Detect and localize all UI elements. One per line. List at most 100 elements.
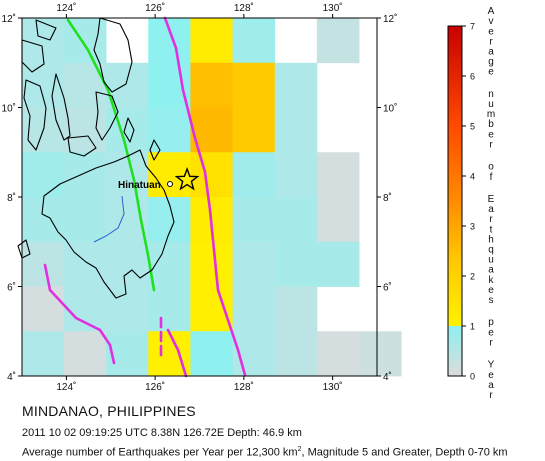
colorbar-title-letter: o [488, 162, 494, 173]
hinatuan-dot [167, 181, 173, 187]
fault-green [66, 18, 156, 292]
grid-cell [274, 107, 318, 153]
grid-cell [190, 152, 233, 198]
colorbar-tick-label: 0 [470, 372, 475, 382]
grid-cell [274, 152, 318, 198]
grid-cell [63, 241, 107, 287]
cebu-coast [51, 73, 71, 141]
lat-label: 12˚ [383, 13, 397, 25]
grid-cell [274, 241, 318, 287]
hinatuan-label: Hinatuan [118, 180, 161, 191]
agusan-river [93, 195, 125, 243]
rivers [93, 195, 125, 243]
colorbar-title-letter: f [490, 172, 493, 183]
fault-magenta-west [43, 263, 116, 365]
fault-magenta-southeast [166, 328, 188, 378]
grid-cell [63, 62, 107, 108]
colorbar-title-letter: q [488, 245, 494, 256]
colorbar-title-letter: e [488, 370, 494, 381]
lon-label: 124˚ [56, 381, 76, 393]
colorbar-tick-label: 2 [470, 272, 475, 282]
grid-cell [190, 331, 233, 377]
grid-cell [359, 331, 402, 377]
grid-cell [232, 107, 276, 153]
colorbar-title-letter: E [488, 194, 495, 205]
colorbar-title-letter: a [488, 204, 494, 215]
colorbar-title-letter: p [488, 317, 494, 328]
grid-cell [232, 241, 276, 287]
colorbar-title-letter: b [488, 119, 494, 130]
colorbar-title-letter: r [489, 139, 493, 150]
average-caption-suffix: , Magnitude 5 and Greater, Depth 0-70 km [301, 446, 508, 459]
colorbar [447, 25, 463, 377]
grid-cell [190, 18, 233, 64]
grid-cell [148, 152, 191, 198]
grid-cell [190, 241, 233, 287]
lat-label: 4˚ [7, 371, 16, 383]
lat-labels-left: 4˚ 6˚ 8˚ 10˚ 12˚ [2, 13, 16, 383]
colorbar-tick-label: 1 [470, 322, 475, 332]
colorbar-title-letter: e [488, 67, 494, 78]
colorbar-title-letter: a [488, 380, 494, 391]
lat-labels-right: 4˚ 6˚ 8˚ 10˚ 12˚ [383, 13, 397, 383]
colorbar-title-letter: Y [488, 360, 495, 371]
colorbar-tick-label: 4 [470, 172, 475, 182]
colorbar-tick-label: 6 [470, 72, 475, 82]
grid-cell [232, 18, 276, 64]
grid-cell [106, 197, 149, 243]
seismicity-map: 124˚ 126˚ 128˚ 130˚ 124˚ 126˚ 128˚ 130˚ 4˚6˚8˚… [2, 2, 496, 400]
grid-cell [274, 286, 318, 332]
lon-label: 128˚ [234, 2, 254, 14]
grid-cell [316, 18, 360, 64]
grid-cell [148, 107, 191, 153]
lat-label: 10˚ [2, 103, 16, 115]
grid-cell [148, 62, 191, 108]
colorbar-title-letter: u [488, 99, 494, 110]
lon-labels-bottom: 124˚ 126˚ 128˚ 130˚ [56, 381, 342, 393]
fault-lines [43, 16, 247, 378]
grid-cell [316, 152, 360, 198]
fault-magenta-east [163, 16, 247, 377]
lat-label: 8˚ [383, 192, 392, 204]
grid-cell [21, 62, 65, 108]
grid-cell [274, 197, 318, 243]
bohol-coast [67, 135, 97, 157]
average-caption-sup: 2 [297, 446, 302, 453]
event-info: 2011 10 02 09:19:25 UTC 8.38N 126.72E De… [22, 427, 302, 439]
grid-cell [106, 152, 149, 198]
grid-cells [21, 18, 402, 377]
colorbar-tick-label: 7 [470, 22, 475, 32]
grid-cell [232, 152, 276, 198]
grid-cell [232, 197, 276, 243]
grid-cell [63, 152, 107, 198]
dinagat-coast [123, 117, 135, 143]
grid-cell [21, 331, 65, 377]
negros-coast [23, 79, 47, 151]
lat-label: 6˚ [383, 282, 392, 294]
colorbar-title-letter: e [488, 129, 494, 140]
colorbar-tick-label: 5 [470, 122, 475, 132]
epicenter-star-icon [174, 166, 200, 191]
colorbar-title-letter: a [488, 265, 494, 276]
grid-cell [21, 286, 65, 332]
grid-cell [274, 331, 318, 377]
grid-cell [148, 241, 191, 287]
lat-label: 4˚ [383, 371, 392, 383]
colorbar-title-letter: e [488, 327, 494, 338]
grid-cell [148, 18, 191, 64]
colorbar-title-letter: r [489, 337, 493, 348]
grid-cell [232, 286, 276, 332]
colorbar-title-letter: e [488, 285, 494, 296]
lat-label: 6˚ [7, 282, 16, 294]
grid-cell [316, 241, 360, 287]
grid-cell [106, 241, 149, 287]
mindanao-coast [41, 149, 175, 299]
average-caption: Average number of Earthquakes per Year p… [22, 446, 508, 459]
colorbar-title-letter: r [489, 36, 493, 47]
grid-cell [274, 62, 318, 108]
coastlines [17, 17, 175, 299]
lon-label: 126˚ [145, 381, 165, 393]
lon-labels-top: 124˚ 126˚ 128˚ 130˚ [56, 2, 342, 14]
grid-cell [232, 62, 276, 108]
